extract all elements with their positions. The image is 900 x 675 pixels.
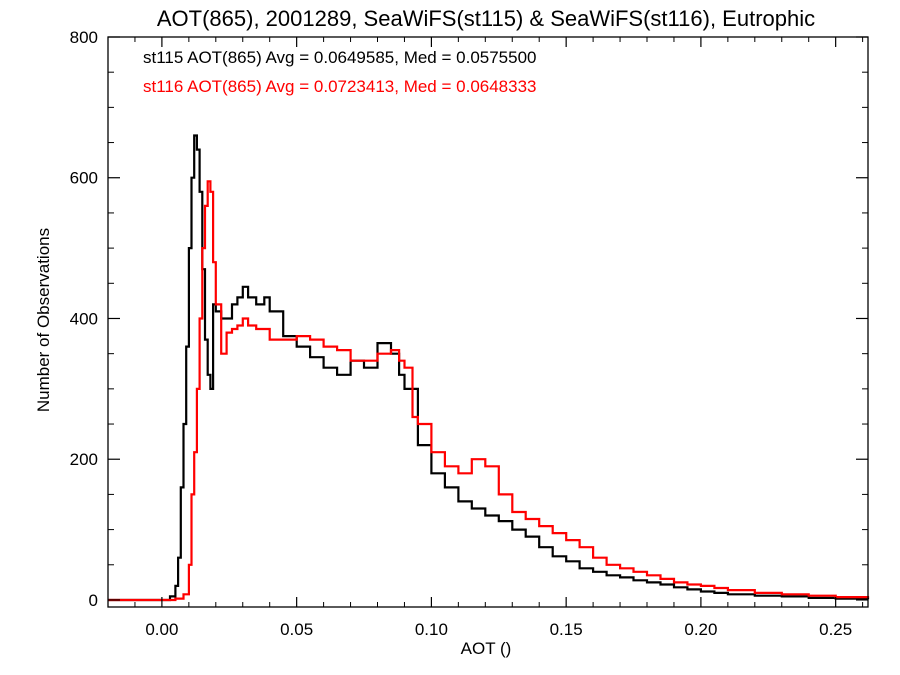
series-layer xyxy=(108,134,870,602)
y-tick-label: 600 xyxy=(70,169,98,188)
x-tick-label: 0.00 xyxy=(145,620,178,639)
y-axis-label: Number of Observations xyxy=(34,228,53,412)
stats-annotation-2: st116 AOT(865) Avg = 0.0723413, Med = 0.… xyxy=(143,77,537,96)
x-tick-label: 0.25 xyxy=(819,620,852,639)
x-tick-label: 0.05 xyxy=(280,620,313,639)
x-tick-label: 0.15 xyxy=(550,620,583,639)
stats-annotation-1: st115 AOT(865) Avg = 0.0649585, Med = 0.… xyxy=(143,48,537,67)
y-tick-label: 0 xyxy=(89,591,98,610)
series-2-step-line xyxy=(108,180,870,602)
x-axis-label: AOT () xyxy=(461,639,512,658)
y-tick-label: 400 xyxy=(70,309,98,328)
x-tick-label: 0.10 xyxy=(415,620,448,639)
ticks: 0.00 0.05 0.10 0.15 0.20 0.25 0 200 400 600 800 xyxy=(70,28,868,639)
stats-annotations: st115 AOT(865) Avg = 0.0649585, Med = 0.… xyxy=(143,48,537,96)
x-tick-label: 0.20 xyxy=(684,620,717,639)
y-tick-label: 200 xyxy=(70,450,98,469)
y-tick-label: 800 xyxy=(70,28,98,47)
axes-frame xyxy=(107,36,869,608)
plot-frame xyxy=(107,36,869,608)
chart-title: AOT(865), 2001289, SeaWiFS(st115) & SeaW… xyxy=(157,6,815,31)
series-1-step-line xyxy=(108,134,870,602)
